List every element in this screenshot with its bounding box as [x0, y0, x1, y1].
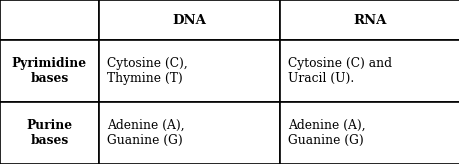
Text: Cytosine (C),
Thymine (T): Cytosine (C), Thymine (T)	[107, 57, 188, 85]
Bar	[0, 102, 99, 164]
Text: Adenine (A),
Guanine (G): Adenine (A), Guanine (G)	[107, 119, 185, 147]
Text: Adenine (A),
Guanine (G): Adenine (A), Guanine (G)	[287, 119, 365, 147]
Bar	[0, 40, 99, 102]
Bar	[279, 0, 459, 40]
Bar	[99, 40, 279, 102]
Bar	[279, 40, 459, 102]
Bar	[99, 0, 279, 40]
Text: DNA: DNA	[172, 14, 206, 27]
Text: RNA: RNA	[353, 14, 386, 27]
Text: Cytosine (C) and
Uracil (U).: Cytosine (C) and Uracil (U).	[287, 57, 391, 85]
Text: Pyrimidine
bases: Pyrimidine bases	[12, 57, 87, 85]
Text: Purine
bases: Purine bases	[26, 119, 73, 147]
Bar	[279, 102, 459, 164]
Bar	[99, 102, 279, 164]
Bar	[0, 0, 99, 40]
